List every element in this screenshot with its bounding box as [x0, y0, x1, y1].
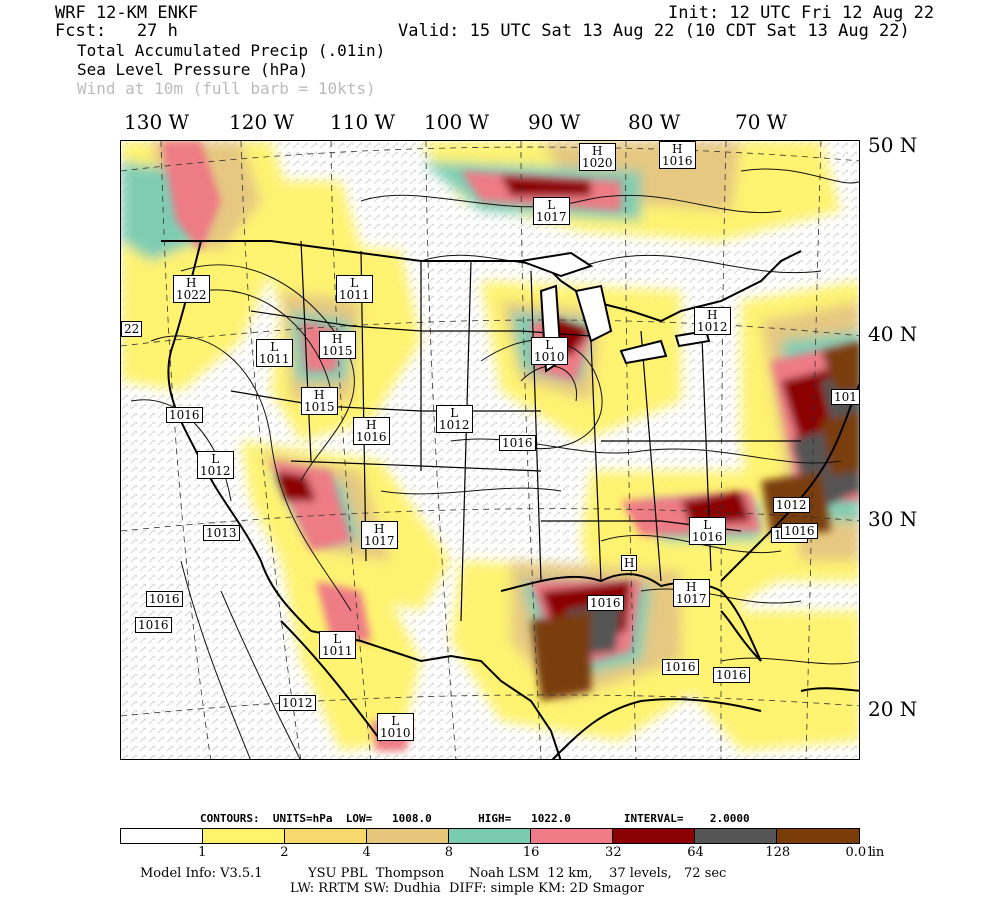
- model-info: Model Info: V3.5.1 YSU PBL Thompson Noah…: [140, 866, 727, 881]
- pressure-center: 1016: [713, 667, 750, 683]
- pressure-center: 1016: [166, 407, 203, 423]
- lon-label-100w: 100 W: [424, 110, 490, 134]
- pressure-center: H: [621, 555, 638, 571]
- pressure-center: 1013: [203, 525, 240, 541]
- pressure-center: 1012: [279, 695, 316, 711]
- colorbar-tick-label: 0.01: [845, 845, 875, 860]
- colorbar-segment: [367, 829, 449, 843]
- valid-time: Valid: 15 UTC Sat 13 Aug 22 (10 CDT Sat …: [398, 21, 910, 41]
- colorbar-segment: [531, 829, 613, 843]
- colorbar-tick-label: 16: [522, 845, 540, 860]
- pressure-center: H 1012: [694, 307, 731, 335]
- pressure-center: 1016: [146, 591, 183, 607]
- pressure-center: H 1017: [673, 579, 710, 607]
- lon-label-130w: 130 W: [124, 110, 190, 134]
- pressure-center: 1012: [773, 497, 810, 513]
- pressure-center: H 1022: [173, 275, 210, 303]
- pressure-center: L 1016: [689, 517, 726, 545]
- field-precip: Total Accumulated Precip (.01in): [77, 41, 386, 60]
- contour-info: CONTOURS: UNITS=hPa LOW= 1008.0 HIGH= 10…: [200, 812, 750, 825]
- colorbar-tick-label: 4: [362, 845, 371, 860]
- pressure-center: L 1012: [436, 405, 473, 433]
- colorbar-segment: [695, 829, 777, 843]
- pressure-center: L 1010: [377, 713, 414, 741]
- colorbar-segment: [285, 829, 367, 843]
- pressure-center: 22: [121, 321, 143, 337]
- lat-label-40n: 40 N: [868, 322, 918, 346]
- lon-label-120w: 120 W: [229, 110, 295, 134]
- colorbar-tick-label: 8: [444, 845, 454, 860]
- colorbar-tick-label: 32: [605, 845, 622, 860]
- pressure-center: L 1012: [197, 451, 234, 479]
- pressure-center: L 1011: [319, 631, 356, 659]
- graticule: [121, 141, 859, 759]
- pressure-center: H 1015: [301, 387, 338, 415]
- forecast-map: H 1020 H 1016 L 1017 L 1011 H 1022 22 H 1012 L…: [120, 140, 860, 760]
- pressure-center: H 1016: [353, 417, 390, 445]
- lat-label-50n: 50 N: [868, 133, 918, 157]
- pressure-center: H 1016: [659, 141, 696, 169]
- model-title: WRF 12-KM ENKF: [55, 3, 199, 23]
- colorbar-units: in: [871, 845, 885, 860]
- pressure-center: H 1017: [361, 521, 398, 549]
- pressure-center: 101: [831, 389, 859, 405]
- lat-label-30n: 30 N: [868, 507, 918, 531]
- model-physics: LW: RRTM SW: Dudhia DIFF: simple KM: 2D …: [290, 881, 644, 896]
- pressure-center: 1016: [587, 595, 624, 611]
- lon-label-90w: 90 W: [528, 110, 581, 134]
- pressure-center: H 1015: [319, 331, 356, 359]
- pressure-center: L 1011: [336, 275, 373, 303]
- pressure-center: 1016: [135, 617, 172, 633]
- lon-label-70w: 70 W: [735, 110, 788, 134]
- colorbar-tick-label: 2: [280, 845, 289, 860]
- lat-label-20n: 20 N: [868, 697, 918, 721]
- colorbar-tick-label: 64: [687, 845, 704, 860]
- pressure-center: H 1020: [579, 143, 616, 171]
- colorbar-segment: [203, 829, 285, 843]
- lon-label-80w: 80 W: [628, 110, 681, 134]
- colorbar-segment: [121, 829, 203, 843]
- colorbar-segment: [449, 829, 531, 843]
- pressure-center: L 1011: [256, 339, 293, 367]
- pressure-center: L 1017: [533, 197, 570, 225]
- colorbar-segment: [777, 829, 859, 843]
- colorbar-tick-label: 128: [765, 845, 791, 860]
- forecast-hour: Fcst: 27 h: [55, 21, 178, 41]
- init-time: Init: 12 UTC Fri 12 Aug 22: [668, 3, 935, 23]
- colorbar-segment: [613, 829, 695, 843]
- pressure-center: L 1010: [531, 337, 568, 365]
- precip-colorbar: [120, 828, 860, 844]
- lon-label-110w: 110 W: [330, 110, 396, 134]
- pressure-center: 1016: [499, 435, 536, 451]
- colorbar-tick-label: 1: [198, 845, 207, 860]
- great-lakes: [517, 251, 711, 373]
- pressure-center: 1016: [662, 659, 699, 675]
- field-pressure: Sea Level Pressure (hPa): [77, 60, 309, 79]
- pressure-center: 1016: [781, 523, 818, 539]
- field-wind: Wind at 10m (full barb = 10kts): [77, 79, 376, 98]
